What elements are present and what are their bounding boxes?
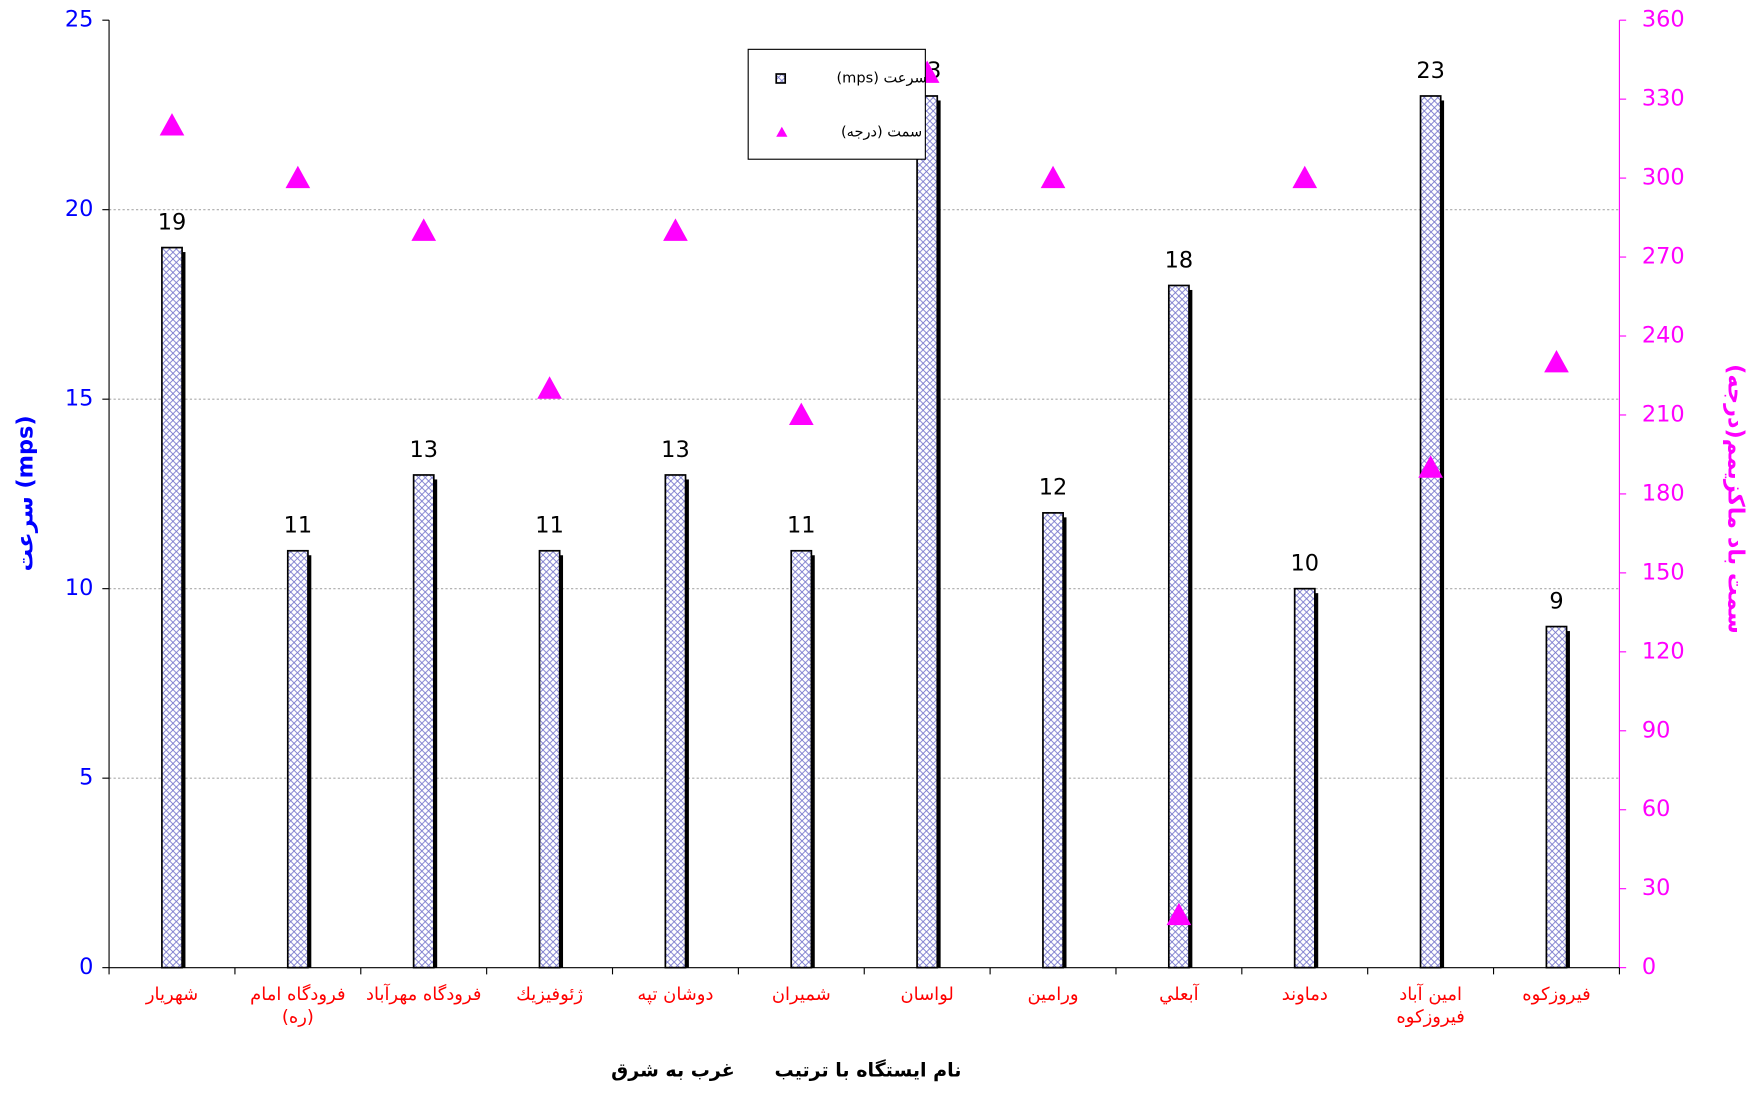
data-label: 13: [409, 437, 438, 463]
y-tick-label: 0: [79, 954, 93, 980]
legend-marker: [775, 73, 787, 84]
y2-tick-label: 330: [1642, 86, 1685, 112]
bar: [161, 246, 183, 969]
bar: [1042, 512, 1064, 969]
bar: [412, 474, 435, 969]
bar: [790, 549, 813, 969]
x-tick-label-box: شهريار: [145, 983, 199, 1005]
x-tick-label-box: دوشان تپه: [637, 983, 714, 1005]
y2-tick-label: 240: [1642, 323, 1685, 349]
bar: [1545, 625, 1568, 969]
x-tick-label-box: ژئوفيزيك: [516, 983, 584, 1005]
triangle-marker: [285, 165, 311, 189]
x-tick-label: شميران: [771, 983, 831, 1005]
x-tick-label-box: دماوند: [1281, 983, 1328, 1005]
x-tick-label: شهريار: [145, 983, 199, 1005]
x-tick-label: آبعلي: [1159, 983, 1199, 1005]
data-label: 11: [284, 513, 313, 539]
x-tick-label: دوشان تپه: [637, 983, 714, 1005]
triangle-marker: [159, 113, 185, 136]
triangle-marker: [537, 376, 562, 399]
legend-label: سرعت (mps): [836, 69, 926, 86]
x-tick-label-box: فرودگاه مهرآباد: [365, 983, 482, 1005]
data-label: 12: [1039, 475, 1068, 501]
y2-axis-title: سمت باد ماكزيمم(درجه): [1722, 364, 1748, 634]
bar: [1167, 284, 1190, 969]
bar: [538, 549, 561, 969]
x-tick-label: فرودگاه امام (ره): [250, 983, 346, 1028]
y-tick-label: 20: [65, 196, 94, 222]
data-label: 11: [787, 513, 816, 539]
triangle-marker: [411, 218, 437, 241]
y2-tick-label: 60: [1642, 796, 1671, 822]
data-label: 18: [1165, 247, 1194, 273]
x-tick-label: ژئوفيزيك: [516, 983, 584, 1005]
data-label: 9: [1549, 588, 1563, 614]
triangle-marker: [1544, 349, 1569, 373]
triangle-marker: [788, 402, 814, 426]
y-tick-label: 25: [65, 7, 94, 33]
bar: [1419, 95, 1442, 969]
triangle-marker: [1166, 902, 1192, 926]
bar: [286, 549, 309, 969]
x-axis-title: نام ايستگاه با ترتيب غرب به شرق: [611, 1058, 961, 1081]
x-tick-label: ورامين: [1027, 983, 1079, 1005]
bar: [916, 95, 939, 969]
x-tick-label: فيروزكوه: [1522, 983, 1591, 1005]
y-tick-label: 5: [79, 765, 93, 791]
x-tick-label-box: فرودگاه امام (ره): [250, 983, 346, 1028]
legend-marker: [776, 126, 788, 137]
data-label: 23: [1416, 58, 1445, 84]
y2-tick-label: 0: [1642, 954, 1656, 980]
bar: [1293, 587, 1316, 969]
y-tick-label: 10: [65, 575, 94, 601]
data-label: 11: [535, 513, 564, 539]
triangle-marker: [1418, 455, 1443, 478]
x-tick-label-box: لواسان: [900, 983, 954, 1005]
triangle-marker: [663, 218, 688, 241]
triangle-marker: [1292, 165, 1318, 189]
triangle-marker: [1040, 165, 1066, 189]
x-tick-label-box: فيروزكوه: [1522, 983, 1591, 1005]
y2-tick-label: 270: [1642, 244, 1685, 270]
y-tick-label: 15: [65, 386, 94, 412]
data-label: 10: [1291, 551, 1320, 577]
y2-tick-label: 120: [1642, 638, 1685, 664]
x-tick-label-box: شميران: [771, 983, 831, 1005]
x-tick-label-box: ورامين: [1027, 983, 1079, 1005]
data-label: 19: [158, 209, 187, 235]
legend-box: [747, 48, 926, 160]
legend-label: سمت (درجه): [841, 123, 922, 140]
y2-tick-label: 360: [1642, 7, 1685, 33]
bar: [664, 474, 687, 969]
y2-tick-label: 180: [1642, 480, 1685, 506]
x-tick-label: امين آباد فيروزكوه: [1396, 983, 1465, 1028]
x-tick-label-box: آبعلي: [1159, 983, 1199, 1005]
y2-tick-label: 90: [1642, 717, 1671, 743]
data-label: 13: [661, 437, 690, 463]
x-tick-label-box: امين آباد فيروزكوه: [1396, 983, 1465, 1028]
y-axis-title: سرعت (mps): [13, 415, 39, 571]
y2-tick-label: 150: [1642, 559, 1685, 585]
y2-tick-label: 300: [1642, 165, 1685, 191]
y2-tick-label: 210: [1642, 401, 1685, 427]
x-tick-label: فرودگاه مهرآباد: [365, 983, 482, 1005]
x-tick-label: لواسان: [900, 983, 954, 1005]
y2-tick-label: 30: [1642, 875, 1671, 901]
x-tick-label: دماوند: [1281, 983, 1328, 1005]
